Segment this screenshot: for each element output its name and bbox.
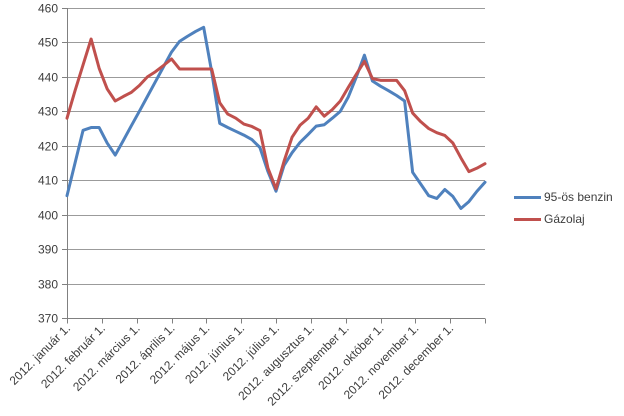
legend-line-gazolaj-icon [514, 217, 541, 221]
y-axis-label: 450 [38, 36, 58, 50]
y-axis-label: 440 [38, 71, 58, 85]
legend-line-benzin-icon [514, 195, 541, 199]
legend-item-gazolaj: Gázolaj [514, 208, 624, 230]
y-axis-label: 430 [38, 105, 58, 119]
y-axis-label: 370 [38, 312, 58, 326]
series-line-benzin [65, 25, 487, 210]
y-axis-label: 420 [38, 140, 58, 154]
y-axis-label: 380 [38, 278, 58, 292]
x-axis-label: 2012. január 1. [7, 321, 74, 388]
y-axis-label: 410 [38, 174, 58, 188]
y-axis-label: 390 [38, 243, 58, 257]
legend-item-benzin: 95-ös benzin [514, 186, 624, 208]
legend-label-benzin: 95-ös benzin [544, 190, 613, 204]
y-axis-label: 400 [38, 209, 58, 223]
series-line-gazolaj [65, 37, 487, 191]
y-axis-label: 460 [38, 2, 58, 16]
legend-label-gazolaj: Gázolaj [544, 212, 585, 226]
legend: 95-ös benzin Gázolaj [514, 186, 624, 230]
